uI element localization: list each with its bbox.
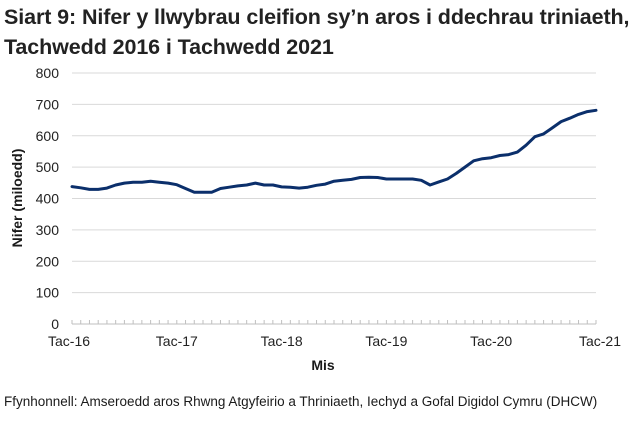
x-tick-label: Tac-17	[156, 333, 198, 349]
source-note: Ffynhonnell: Amseroedd aros Rhwng Atgyfe…	[4, 394, 598, 409]
y-tick-label: 400	[36, 191, 60, 207]
y-tick-label: 700	[36, 96, 60, 112]
x-axis-ticks: Tac-16 Tac-17 Tac-18 Tac-19 Tac-20 Tac-21	[48, 333, 621, 349]
y-tick-label: 600	[36, 128, 60, 144]
y-tick-label: 300	[36, 222, 60, 238]
x-axis-title: Mis	[311, 357, 335, 373]
x-tick-label: Tac-16	[48, 333, 90, 349]
y-tick-label: 500	[36, 159, 60, 175]
y-tick-label: 800	[36, 65, 60, 81]
y-tick-label: 200	[36, 253, 60, 269]
x-tick-label: Tac-18	[261, 333, 303, 349]
series-line	[70, 108, 598, 194]
x-tick-label: Tac-19	[365, 333, 407, 349]
y-tick-label: 100	[36, 285, 60, 301]
x-tick-label: Tac-20	[470, 333, 512, 349]
y-tick-label: 0	[51, 316, 59, 332]
gridlines	[72, 72, 596, 294]
x-axis	[71, 320, 597, 325]
x-tick-label: Tac-21	[579, 333, 621, 349]
chart-title: Siart 9: Nifer y llwybrau cleifion sy’n …	[4, 5, 630, 59]
y-axis-ticks: 0 100 200 300 400 500 600 700 800	[36, 65, 60, 332]
y-axis-title: Nifer (miloedd)	[9, 149, 25, 248]
